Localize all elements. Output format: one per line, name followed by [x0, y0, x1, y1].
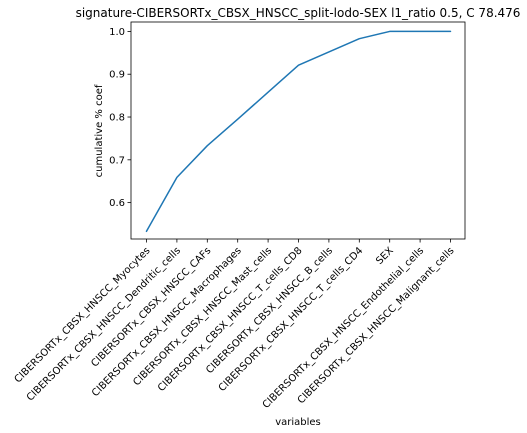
y-tick-label: 1.0: [109, 27, 125, 38]
y-axis: 0.6 0.7 0.8 0.9 1.0: [109, 27, 131, 209]
y-tick-label: 0.8: [109, 113, 125, 124]
y-tick-label: 0.9: [109, 70, 125, 81]
plot-area-frame: [130, 21, 466, 240]
x-axis-label: variables: [275, 417, 321, 428]
y-tick-label: 0.6: [109, 198, 125, 209]
series-line: [145, 30, 452, 233]
y-axis-label: cumulative % coef: [94, 84, 105, 177]
chart-title: signature-CIBERSORTx_CBSX_HNSCC_split-lo…: [76, 6, 521, 20]
y-tick-label: 0.7: [109, 155, 125, 166]
